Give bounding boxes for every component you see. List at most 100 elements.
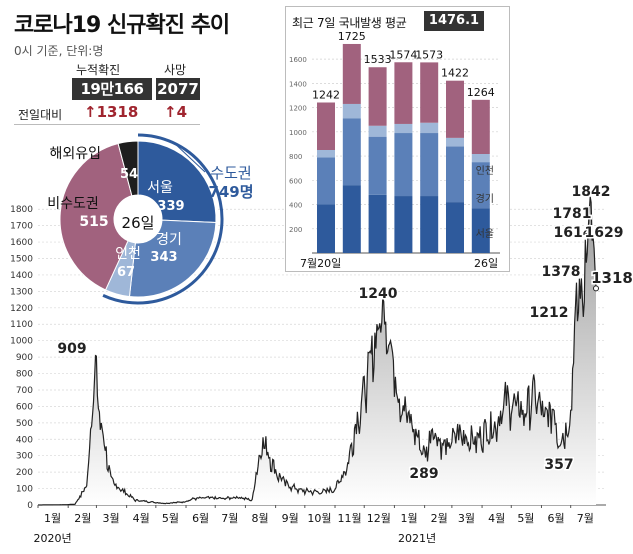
inset-panel: 최근 7일 국내발생 평균 1476.1 1600 1400 1200 1000 800… [285, 6, 510, 272]
x-month-label: 4월 [488, 512, 505, 525]
y-tick-label: 1700 [10, 222, 33, 232]
inset-bar-비수도권 [471, 99, 490, 154]
page-title: 코로나19 신규확진 추이 [14, 13, 230, 38]
x-month-label: 2월 [431, 512, 448, 525]
annotation-1212: 1212 [530, 305, 569, 321]
inset-bar-total: 1533 [364, 53, 392, 66]
inset-bar-서울 [317, 204, 335, 253]
summary-divider [14, 124, 200, 125]
x-month-label: 1월 [400, 512, 417, 525]
inset-bar-경기 [368, 136, 387, 195]
x-month-label: 3월 [458, 512, 475, 525]
x-axis-labels: 1월 2월 3월 4월 5월 6월 7월 8월 9월 10월 11월 12월 1월 2월 3월 4월 5월 6월 7… [34, 505, 594, 545]
y-tick-label: 1600 [10, 238, 33, 248]
inset-y-tick: 1200 [289, 105, 307, 113]
inset-bar-비수도권 [420, 62, 439, 123]
inset-bar-비수도권 [446, 80, 464, 138]
inset-title: 최근 7일 국내발생 평균 [292, 16, 407, 30]
annotation-1842: 1842 [572, 184, 611, 200]
x-month-label: 6월 [548, 512, 565, 525]
y-tick-label: 500 [16, 419, 33, 429]
inset-x-end: 26일 [474, 256, 498, 270]
cumulative-change: ↑1318 [84, 103, 139, 121]
y-tick-label: 0 [27, 501, 33, 511]
inset-bar-경기 [471, 162, 490, 209]
x-month-label: 8월 [251, 512, 268, 525]
inset-bar-total: 1574 [389, 48, 417, 61]
inset-bar-서울 [342, 185, 361, 253]
inset-bar-chart: 1600 1400 1200 1000 800 600 400 200 1242 1725 153… [289, 30, 500, 270]
y-tick-label: 800 [16, 370, 33, 380]
inset-legend-incheon: 인천 [476, 165, 494, 177]
inset-y-tick: 1400 [289, 80, 307, 88]
x-month-label: 4월 [133, 512, 150, 525]
y-tick-label: 700 [16, 386, 33, 396]
inset-bar-인천 [394, 123, 413, 134]
annotation-1629: 1629 [585, 225, 624, 241]
inset-bar-비수도권 [342, 43, 361, 104]
inset-bar-경기 [342, 118, 361, 186]
y-tick-label: 1300 [10, 287, 33, 297]
inset-bar-경기 [317, 157, 335, 205]
y-tick-label: 300 [16, 452, 33, 462]
inset-bar-total: 1725 [338, 30, 366, 43]
inset-bar-total: 1264 [467, 86, 495, 99]
annotation-1240: 1240 [359, 286, 398, 302]
annotation-1781: 1781 [553, 206, 592, 222]
inset-bar-서울 [394, 196, 413, 253]
inset-bar-서울 [471, 208, 490, 253]
inset-x-start: 7월20일 [300, 256, 341, 270]
y-tick-label: 400 [16, 435, 33, 445]
inset-bar-비수도권 [368, 67, 387, 126]
annotation-1318: 1318 [591, 269, 633, 287]
inset-bar-경기 [446, 146, 464, 203]
inset-y-tick: 800 [289, 153, 302, 161]
inset-bar-경기 [420, 133, 439, 197]
y-tick-label: 100 [16, 485, 33, 495]
x-month-label: 2월 [74, 512, 91, 525]
y-tick-label: 1800 [10, 205, 33, 215]
cumulative-value: 19만166 [72, 78, 152, 100]
y-axis-ticks: 0 100 200 300 400 500 600 700 800 900 1000 1100 1200… [10, 205, 33, 511]
death-label: 사망 [164, 63, 187, 77]
annotation-1378: 1378 [542, 264, 581, 280]
inset-y-tick: 600 [289, 177, 302, 185]
x-month-label: 1월 [44, 512, 61, 525]
confirmed-line [38, 196, 597, 506]
x-month-label: 12월 [367, 512, 391, 525]
inset-y-tick: 200 [289, 226, 302, 234]
subtitle: 0시 기준, 단위:명 [14, 44, 104, 58]
inset-bar-서울 [368, 194, 387, 253]
death-value: 2077 [156, 78, 200, 100]
annotations: 909 1240 289 357 1212 1378 1614 1781 1842 1629 131… [56, 183, 633, 484]
y-tick-label: 1000 [10, 337, 33, 347]
inset-bar-인천 [317, 150, 335, 158]
inset-bar-인천 [420, 122, 439, 134]
confirmed-area [38, 196, 596, 505]
annotation-289: 289 [409, 466, 438, 482]
inset-bar-total: 1422 [441, 67, 469, 80]
inset-y-tick: 400 [289, 202, 302, 210]
death-change: ↑4 [164, 103, 188, 121]
inset-bar-인천 [471, 153, 490, 163]
inset-bar-비수도권 [394, 62, 413, 124]
x-month-label: 7월 [221, 512, 238, 525]
inset-bar-total: 1242 [312, 88, 340, 101]
inset-legend-gyeonggi: 경기 [476, 192, 494, 205]
inset-bar-인천 [446, 137, 464, 147]
y-tick-label: 600 [16, 402, 33, 412]
x-month-label: 9월 [282, 512, 299, 525]
y-tick-label: 1400 [10, 271, 33, 281]
inset-y-tick: 1000 [289, 129, 307, 137]
x-month-label: 6월 [192, 512, 209, 525]
x-month-label: 5월 [517, 512, 534, 525]
inset-bar-서울 [420, 196, 439, 253]
inset-bar-total: 1573 [415, 48, 443, 61]
title-block: 코로나19 신규확진 추이 0시 기준, 단위:명 [14, 7, 230, 59]
x-month-label: 11월 [338, 512, 362, 525]
inset-bar-서울 [446, 202, 464, 253]
year-label-2020: 2020년 [34, 532, 72, 545]
inset-legend-seoul: 서울 [476, 228, 494, 240]
x-month-label: 7월 [577, 512, 594, 525]
inset-bar-인천 [368, 125, 387, 137]
